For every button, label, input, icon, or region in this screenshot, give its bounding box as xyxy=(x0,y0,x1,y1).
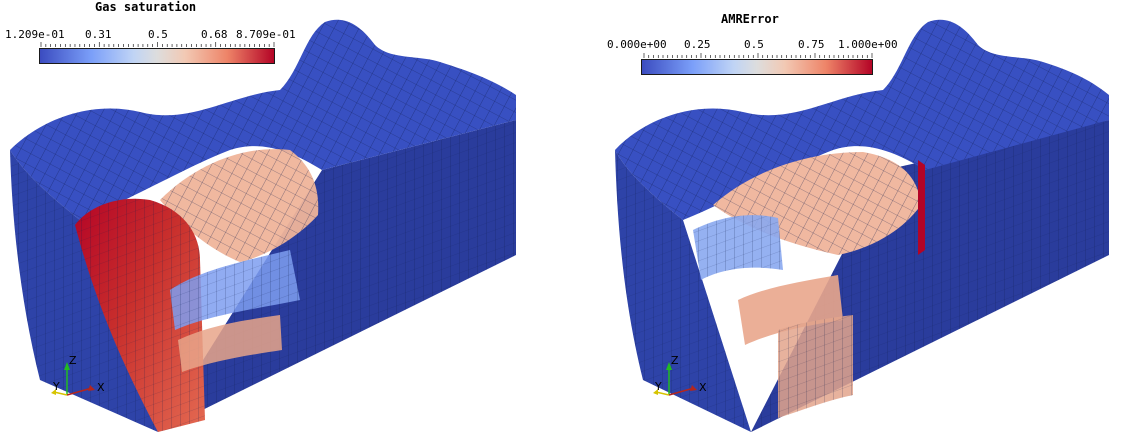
axis-y-label: Y xyxy=(654,380,662,393)
axes-orientation-triad: Z X Y xyxy=(51,354,105,396)
colorbar-label-q1: 0.25 xyxy=(684,38,711,51)
gas-saturation-render: Z X Y xyxy=(10,19,516,432)
colorbar-gradient xyxy=(641,59,873,75)
axes-orientation-triad: Z X Y xyxy=(653,354,707,396)
gas-saturation-panel: Z X Y Gas saturation 1.209e-01 0.31 0.5 … xyxy=(5,0,516,432)
colorbar-label-q3: 0.75 xyxy=(798,38,825,51)
amr-error-render: Z X Y xyxy=(615,19,1109,432)
axis-x-label: X xyxy=(699,381,707,394)
axis-y-label: Y xyxy=(52,380,60,393)
amr-error-panel: Z X Y AMRError 0.000e+00 0.25 0.5 0.75 1… xyxy=(563,0,1126,440)
colorbar-label-min: 1.209e-01 xyxy=(5,28,65,41)
axis-x-label: X xyxy=(97,381,105,394)
colorbar-title: AMRError xyxy=(721,12,779,26)
colorbar-label-q3: 0.68 xyxy=(201,28,228,41)
colorbar-gradient xyxy=(39,48,275,64)
axis-z-label: Z xyxy=(69,354,77,367)
colorbar-ticks xyxy=(643,53,873,58)
colorbar-title: Gas saturation xyxy=(95,0,197,14)
colorbar-label-min: 0.000e+00 xyxy=(607,38,667,51)
colorbar-label-max: 8.709e-01 xyxy=(236,28,296,41)
axis-z-label: Z xyxy=(671,354,679,367)
colorbar-label-mid: 0.5 xyxy=(148,28,168,41)
colorbar-ticks xyxy=(40,42,275,47)
colorbar-label-q1: 0.31 xyxy=(85,28,112,41)
colorbar-label-max: 1.000e+00 xyxy=(838,38,898,51)
colorbar-label-mid: 0.5 xyxy=(744,38,764,51)
